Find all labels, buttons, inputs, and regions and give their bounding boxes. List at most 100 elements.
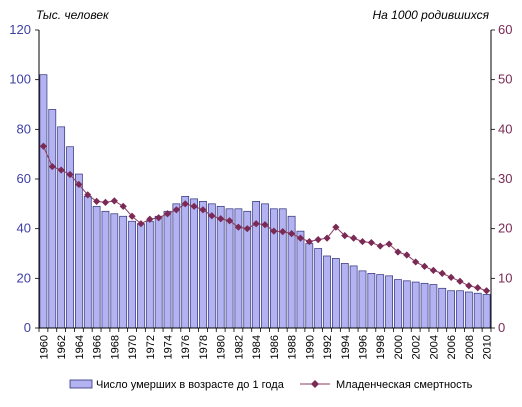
legend: Число умерших в возрасте до 1 года Младе… [69, 379, 473, 391]
bar [429, 284, 438, 329]
x-tick-label: 1980 [216, 335, 228, 359]
x-tick-label: 2010 [482, 335, 494, 359]
line-point [163, 210, 172, 218]
bar [83, 196, 92, 329]
left-y-tick-label: 60 [17, 171, 31, 186]
x-tick-label: 1978 [198, 335, 210, 359]
x-tick-label: 1972 [145, 335, 157, 359]
bar [128, 220, 136, 329]
bar [216, 205, 225, 329]
line-point [101, 198, 110, 206]
x-tick-label: 2000 [393, 335, 405, 359]
bar [269, 208, 278, 329]
bar [101, 210, 110, 329]
line-point [465, 282, 473, 290]
bar [438, 287, 447, 329]
bar [420, 282, 429, 329]
bar [349, 265, 358, 329]
bar [367, 273, 376, 329]
bar [464, 291, 473, 329]
bar [402, 280, 411, 329]
x-tick-label: 2002 [411, 335, 423, 359]
line-point [287, 230, 296, 238]
right-y-tick-label: 50 [498, 72, 512, 87]
line-point [110, 197, 118, 205]
x-tick-label: 1964 [74, 335, 86, 359]
bar [74, 173, 83, 329]
line-point [394, 248, 402, 256]
line-point [181, 200, 189, 208]
right-y-tick-label: 60 [498, 22, 512, 37]
line-point [350, 234, 358, 242]
line-point [305, 237, 313, 246]
bar [154, 215, 163, 329]
line-point [75, 180, 83, 189]
line-point [39, 142, 48, 150]
line-point [225, 217, 234, 225]
line-point [474, 284, 482, 292]
bar [385, 275, 393, 329]
bar [92, 205, 101, 329]
bar [181, 196, 190, 329]
x-tick-label: 1992 [322, 335, 334, 359]
line-point [66, 170, 74, 179]
bar [296, 230, 305, 329]
bar [340, 263, 349, 329]
bar [482, 294, 491, 329]
line-point [93, 197, 101, 205]
bar [119, 215, 128, 329]
x-tick-label: 1998 [375, 335, 387, 359]
bar [39, 74, 48, 329]
bar [172, 203, 181, 329]
line-point [155, 214, 163, 222]
line-point [447, 273, 455, 281]
bar [358, 270, 367, 329]
x-tick-label: 1984 [251, 335, 263, 359]
legend-bar-label: Число умерших в возрасте до 1 года [96, 379, 285, 391]
bar [332, 258, 340, 329]
right-y-tick-label: 20 [498, 221, 512, 236]
line-point [234, 223, 243, 231]
y-tick-labels: 0 20 40 60 80 100 120 0 10 20 30 40 50 60 [9, 22, 512, 335]
line-point [296, 234, 305, 242]
line-point [358, 237, 367, 246]
line-point [190, 202, 198, 210]
left-y-tick-label: 120 [9, 22, 31, 37]
bar [137, 223, 145, 329]
line-point [270, 227, 278, 235]
bar [456, 290, 464, 329]
line-point [482, 287, 491, 295]
line-point [57, 166, 65, 174]
line-point [119, 202, 127, 210]
left-y-tick-label: 40 [17, 221, 31, 236]
x-tick-label: 1996 [357, 335, 369, 359]
line-point [376, 242, 384, 250]
bar [376, 274, 385, 329]
line-point [403, 251, 411, 259]
bar [48, 109, 57, 329]
line-point [367, 238, 375, 247]
x-tick-label: 1968 [109, 335, 121, 359]
x-tick-label: 1966 [92, 335, 104, 359]
legend-line-marker [311, 380, 319, 388]
bar [305, 243, 314, 329]
line-point [172, 206, 180, 214]
line-point [261, 221, 269, 229]
legend-bar-swatch [69, 379, 93, 389]
line-point [217, 215, 225, 223]
line-point [412, 258, 420, 266]
line-point [456, 277, 464, 285]
bar [199, 201, 207, 329]
bar [190, 198, 198, 329]
legend-line-label: Младенческая смертность [336, 379, 473, 391]
line-point [420, 262, 429, 271]
x-tick-label: 1960 [38, 335, 50, 359]
bar [207, 203, 216, 329]
bar [57, 126, 66, 329]
line-point [332, 223, 340, 231]
line-point [429, 266, 437, 274]
right-y-tick-label: 40 [498, 121, 512, 136]
left-y-tick-label: 100 [9, 72, 31, 87]
x-tick-label: 2006 [446, 335, 458, 359]
